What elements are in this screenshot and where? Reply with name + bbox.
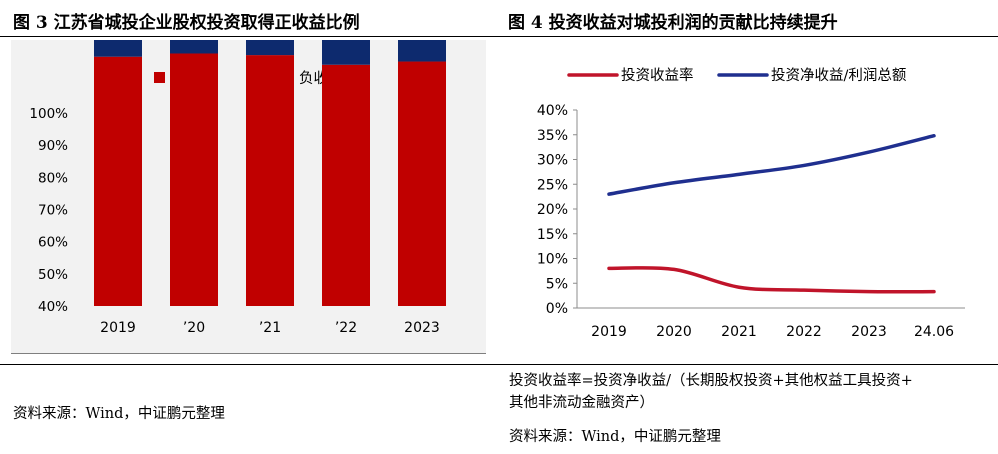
bar-positive-5 <box>398 61 446 307</box>
bar-negative-2 <box>170 0 218 54</box>
bar-chart: 正收益负收益 40%50%60%70%80%90%100% 2019’20’21… <box>29 0 446 336</box>
y-tick-label: 90% <box>38 138 68 154</box>
figure3-source: 资料来源：Wind，中证鹏元整理 <box>13 406 225 422</box>
legend-swatch-1 <box>154 72 165 83</box>
title-rule <box>0 36 998 37</box>
x-tick-label: ’21 <box>259 320 281 336</box>
bar-negative-3 <box>246 0 294 56</box>
y-tick-label: 100% <box>29 106 68 122</box>
y-tick-label: 15% <box>537 227 568 243</box>
y-tick-label: 50% <box>38 267 68 283</box>
series-line-2 <box>607 133 936 196</box>
figure4-note-line1: 投资收益率=投资净收益/（长期股权投资+其他权益工具投资+ <box>509 373 913 389</box>
x-tick-label: ’20 <box>183 320 205 336</box>
y-tick-label: 40% <box>38 299 68 315</box>
figure3-title: 图 3 江苏省城投企业股权投资取得正收益比例 <box>13 13 360 33</box>
bar-negative-4 <box>322 0 370 65</box>
line-legend: 投资收益率 投资净收益/利润总额 <box>567 67 907 84</box>
x-tick-label: 2021 <box>721 324 757 340</box>
y-tick-label: 10% <box>537 252 568 268</box>
x-tick-label: 2023 <box>404 320 440 336</box>
y-tick-label: 80% <box>38 170 68 186</box>
y-tick-label: 70% <box>38 203 68 219</box>
bar-negative-1 <box>94 0 142 57</box>
legend-label-1: 投资收益率 <box>621 67 694 84</box>
bar-positive-1 <box>94 56 142 306</box>
y-tick-label: 35% <box>537 128 568 144</box>
x-tick-label: 2019 <box>591 324 627 340</box>
line-chart: 投资收益率 投资净收益/利润总额 0% 5% 10% 15% 20% 25% 30% 35% 40… <box>537 67 965 340</box>
y-tick-label: 20% <box>537 202 568 218</box>
figure4-source: 资料来源：Wind，中证鹏元整理 <box>509 429 721 445</box>
figure4-title: 图 4 投资收益对城投利润的贡献比持续提升 <box>508 13 838 33</box>
y-tick-label: 0% <box>546 301 568 317</box>
x-tick-label: 24.06 <box>914 324 954 340</box>
y-tick-label: 5% <box>546 276 568 292</box>
bar-positive-2 <box>170 53 218 306</box>
series-line-1 <box>607 265 936 294</box>
x-tick-label: 2019 <box>100 320 136 336</box>
bar-negative-5 <box>398 0 446 62</box>
bar-positive-4 <box>322 64 370 306</box>
bottom-rule <box>0 364 998 365</box>
y-tick-label: 25% <box>537 177 568 193</box>
x-tick-label: ’22 <box>335 320 357 336</box>
x-tick-label: 2023 <box>851 324 887 340</box>
x-tick-label: 2020 <box>656 324 692 340</box>
figure4-note-line2: 其他非流动金融资产） <box>509 395 654 411</box>
x-tick-label: 2022 <box>786 324 822 340</box>
y-tick-label: 40% <box>537 103 568 119</box>
y-tick-label: 60% <box>38 235 68 251</box>
legend-label-2: 投资净收益/利润总额 <box>771 67 907 84</box>
y-tick-label: 30% <box>537 153 568 169</box>
bar-positive-3 <box>246 55 294 306</box>
bar-chart-panel: 正收益负收益 40%50%60%70%80%90%100% 2019’20’21… <box>11 0 486 354</box>
